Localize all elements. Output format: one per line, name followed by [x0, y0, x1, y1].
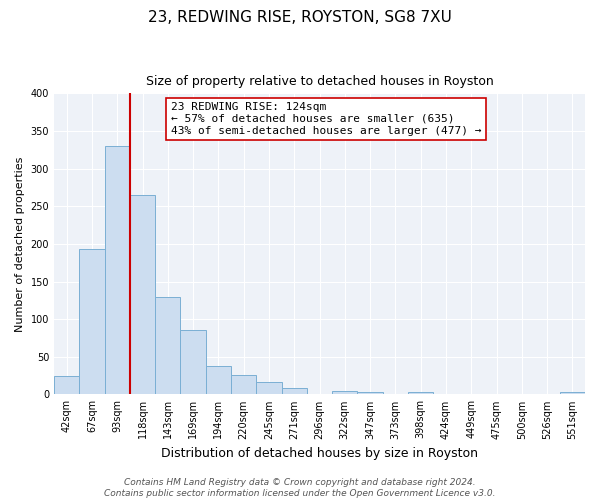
Bar — [332, 390, 358, 394]
Text: 23, REDWING RISE, ROYSTON, SG8 7XU: 23, REDWING RISE, ROYSTON, SG8 7XU — [148, 10, 452, 25]
Bar — [256, 382, 281, 394]
Bar — [358, 392, 383, 394]
Y-axis label: Number of detached properties: Number of detached properties — [15, 156, 25, 332]
Bar — [560, 392, 585, 394]
Text: Contains HM Land Registry data © Crown copyright and database right 2024.
Contai: Contains HM Land Registry data © Crown c… — [104, 478, 496, 498]
Bar — [206, 366, 231, 394]
Bar — [408, 392, 433, 394]
Bar — [79, 249, 104, 394]
Text: 23 REDWING RISE: 124sqm
← 57% of detached houses are smaller (635)
43% of semi-d: 23 REDWING RISE: 124sqm ← 57% of detache… — [171, 102, 481, 136]
Bar — [181, 330, 206, 394]
Bar — [104, 146, 130, 394]
Bar — [281, 388, 307, 394]
Bar — [155, 296, 181, 394]
Bar — [231, 375, 256, 394]
X-axis label: Distribution of detached houses by size in Royston: Distribution of detached houses by size … — [161, 447, 478, 460]
Bar — [130, 195, 155, 394]
Bar — [54, 376, 79, 394]
Title: Size of property relative to detached houses in Royston: Size of property relative to detached ho… — [146, 75, 493, 88]
